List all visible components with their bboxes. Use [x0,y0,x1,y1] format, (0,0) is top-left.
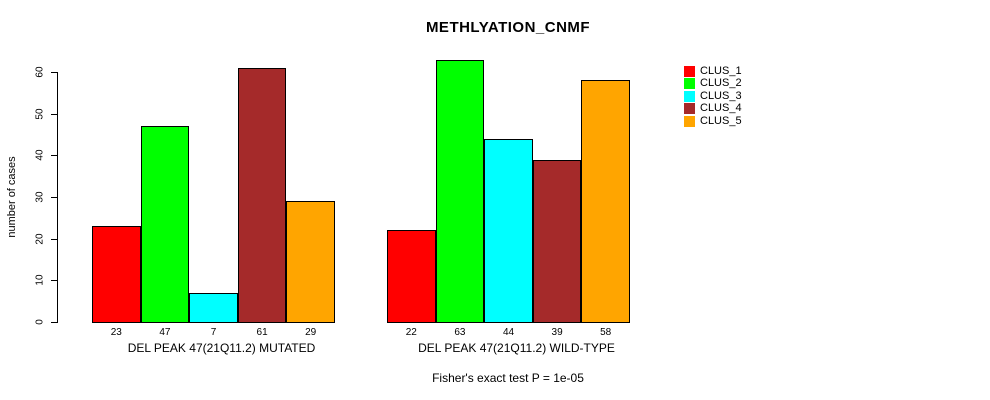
bar-value-label: 23 [110,327,122,338]
y-tick-mark [51,322,57,323]
bar-value-label: 58 [600,327,612,338]
bar-clus_5-group1 [286,201,335,323]
bar-value-label: 44 [502,327,515,338]
y-tick-label: 30 [34,191,46,203]
legend-swatch-clus_5 [684,115,695,127]
legend-swatch-clus_1 [684,66,695,77]
bar-clus_3-group2 [484,138,533,323]
y-axis-line [57,72,58,323]
y-axis-title: number of cases [6,156,18,238]
bar-value-label: 63 [454,327,466,338]
bar-clus_1-group2 [387,230,436,323]
bar-clus_2-group2 [435,59,485,323]
x-group-label: DEL PEAK 47(21Q11.2) MUTATED [127,341,316,355]
legend-label-clus_2: CLUS_2 [700,77,742,90]
bar-clus_2-group1 [140,126,190,323]
y-tick-label: 60 [34,66,46,78]
legend-label-clus_1: CLUS_1 [700,65,742,77]
bar-value-label: 61 [256,327,268,338]
y-tick-label: 20 [34,233,46,245]
y-tick-label: 40 [34,149,46,161]
legend-label-clus_4: CLUS_4 [700,102,742,115]
bar-value-label: 22 [405,327,417,338]
legend-label-clus_5: CLUS_5 [700,114,742,127]
bar-clus_4-group1 [237,67,287,323]
bar-value-label: 47 [159,327,171,338]
bar-clus_1-group1 [92,226,141,323]
bar-clus_4-group2 [532,159,582,323]
legend-swatch-clus_4 [684,103,695,115]
y-tick-label: 0 [34,319,46,325]
x-group-label: DEL PEAK 47(21Q11.2) WILD-TYPE [418,341,615,355]
bar-value-label: 39 [551,327,563,338]
y-tick-label: 10 [34,274,46,286]
y-tick-mark [51,197,57,198]
y-tick-mark [51,238,57,240]
bar-value-label: 7 [210,327,217,338]
legend-label-clus_3: CLUS_3 [700,89,742,102]
y-tick-mark [51,155,57,157]
y-tick-mark [51,280,57,282]
bar-clus_3-group1 [189,292,238,323]
bar-clus_5-group2 [581,80,630,323]
chart-title: METHLYATION_CNMF [425,19,591,36]
legend-swatch-clus_2 [684,78,695,90]
legend-swatch-clus_3 [684,90,695,102]
bar-value-label: 29 [305,327,317,338]
y-tick-label: 50 [34,108,46,120]
y-tick-mark [51,72,57,73]
y-tick-mark [51,113,57,115]
fisher-test-annotation: Fisher's exact test P = 1e-05 [432,371,584,385]
